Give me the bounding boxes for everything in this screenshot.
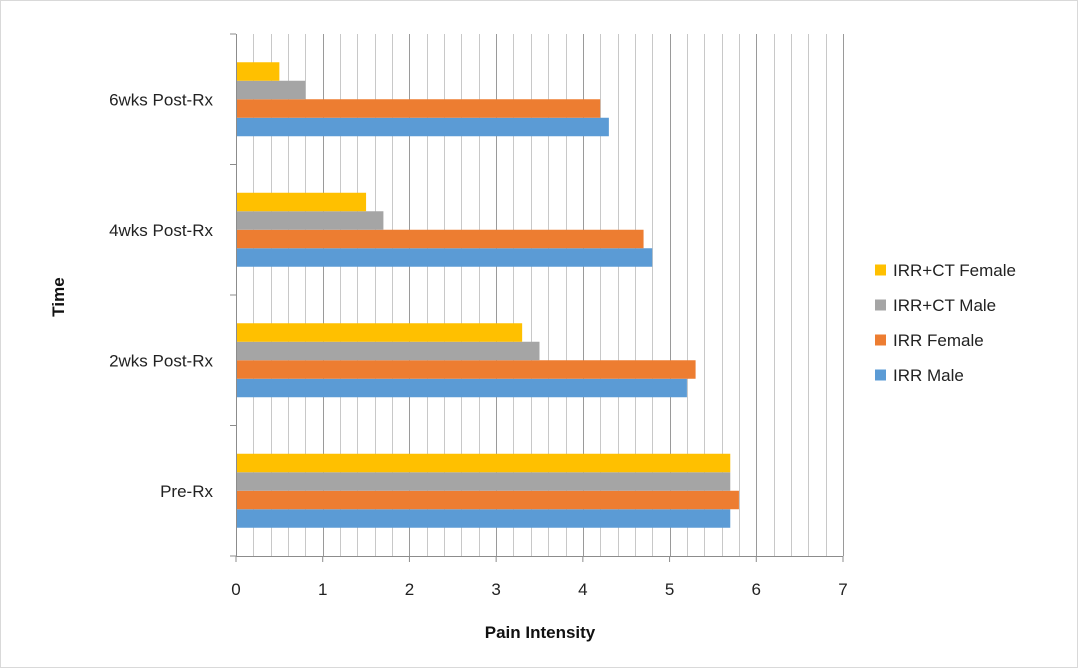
bar-irr-female-pre-rx (236, 490, 739, 510)
bars (236, 62, 739, 528)
legend-swatch (875, 299, 886, 311)
x-tick-label: 0 (231, 580, 240, 599)
legend-label: IRR+CT Male (893, 296, 996, 315)
x-axis-title: Pain Intensity (485, 623, 596, 642)
x-tick-label: 5 (665, 580, 674, 599)
bar-irr-male-4wks-post-rx (236, 248, 653, 267)
x-tick-label: 1 (318, 580, 327, 599)
bar-irr-male-pre-rx (236, 509, 731, 528)
bar-irr-female-6wks-post-rx (236, 99, 601, 118)
x-tick-label: 4 (578, 580, 587, 599)
bar-irr-female-2wks-post-rx (236, 360, 696, 379)
bar-irr-ct-male-6wks-post-rx (236, 80, 306, 100)
x-tick-label: 3 (491, 580, 500, 599)
legend-label: IRR Female (893, 331, 984, 350)
axes: Pre-Rx 2wks Post-Rx 4wks Post-Rx 6wks Post-… (109, 33, 848, 599)
legend-swatch (875, 334, 886, 346)
y-tick-label: 2wks Post-Rx (109, 351, 213, 370)
bar-irr-ct-male-4wks-post-rx (236, 211, 384, 230)
bar-irr-ct-female-2wks-post-rx (236, 323, 523, 342)
y-tick-label: 6wks Post-Rx (109, 90, 213, 109)
x-tick-label: 6 (752, 580, 761, 599)
bar-irr-male-2wks-post-rx (236, 378, 687, 398)
bar-irr-ct-female-pre-rx (236, 453, 731, 473)
legend-label: IRR+CT Female (893, 261, 1016, 280)
y-tick-label: Pre-Rx (160, 482, 213, 501)
bar-irr-ct-male-pre-rx (236, 472, 731, 491)
y-tick-label: 4wks Post-Rx (109, 221, 213, 240)
legend: IRR+CT Female IRR+CT Male IRR Female IRR Ma… (875, 261, 1016, 385)
x-tick-label: 7 (838, 580, 847, 599)
bar-irr-ct-female-4wks-post-rx (236, 192, 367, 212)
legend-swatch (875, 264, 886, 276)
bar-irr-ct-male-2wks-post-rx (236, 341, 540, 361)
y-axis-title: Time (49, 277, 68, 316)
x-tick-label: 2 (405, 580, 414, 599)
legend-swatch (875, 369, 886, 381)
bar-irr-male-6wks-post-rx (236, 117, 609, 137)
bar-irr-female-4wks-post-rx (236, 229, 644, 249)
legend-label: IRR Male (893, 366, 964, 385)
bar-irr-ct-female-6wks-post-rx (236, 62, 280, 81)
